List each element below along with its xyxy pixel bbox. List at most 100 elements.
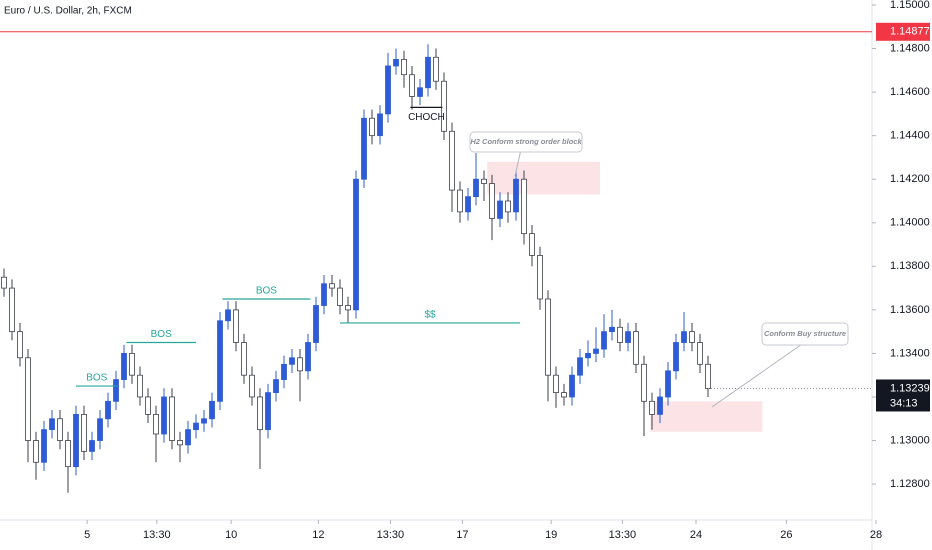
y-tick-label: 1.14400 (890, 130, 930, 142)
candle-body (561, 392, 567, 398)
candle-body (193, 422, 199, 431)
candle-body (369, 117, 375, 137)
order-block-zone (487, 161, 600, 195)
candle-body (689, 331, 695, 343)
candle-body (97, 418, 103, 441)
candle-body (73, 413, 79, 468)
callout-box (761, 322, 849, 346)
x-tick-label: 17 (456, 529, 468, 541)
candle-body (201, 418, 207, 424)
structure-label: BOS (256, 286, 277, 297)
x-tick-label: 13:30 (143, 529, 171, 541)
candle-body (177, 440, 183, 446)
candle-body (57, 418, 63, 441)
candle-body (473, 178, 479, 198)
candle-body (41, 429, 47, 463)
x-tick-label: 13:30 (609, 529, 637, 541)
candle-body (641, 363, 647, 402)
candle-body (497, 200, 503, 219)
callout-pointer (514, 151, 521, 177)
x-tick-label: 19 (545, 529, 557, 541)
last-price-tag (876, 379, 930, 412)
candle-body (17, 331, 23, 359)
candle-body (665, 370, 671, 398)
candle-body (209, 400, 215, 420)
candle-body (401, 59, 407, 76)
candle-body (513, 178, 519, 213)
candle-body (113, 379, 119, 402)
y-tick-label: 1.13600 (890, 304, 930, 316)
candle-body (257, 396, 263, 431)
candle-body (65, 440, 71, 468)
candle-body (217, 320, 223, 402)
y-tick-label: 1.13800 (890, 260, 930, 272)
candle-body (553, 374, 559, 394)
candle-body (697, 342, 703, 365)
y-tick-label: 1.14200 (890, 173, 930, 185)
candle-body (353, 178, 359, 311)
candle-body (649, 400, 655, 415)
candle-body (625, 331, 631, 343)
candle-body (89, 440, 95, 452)
candle-body (297, 357, 303, 372)
candle-body (609, 326, 615, 333)
candle-body (265, 392, 271, 431)
callout-pointer (711, 344, 801, 408)
candle-body (121, 353, 127, 380)
x-tick-label: 5 (84, 529, 90, 541)
candle-body (49, 418, 55, 431)
y-tick-label: 1.14800 (890, 42, 930, 54)
candle-body (321, 283, 327, 306)
candle-body (577, 357, 583, 376)
candle-body (425, 56, 431, 89)
order-block-zone (650, 401, 763, 432)
x-tick-label: 24 (690, 529, 702, 541)
candle-body (673, 342, 679, 372)
candle-body (161, 396, 167, 435)
structure-label: CHOCH (408, 112, 445, 123)
candle-body (529, 233, 535, 256)
candle-body (129, 353, 135, 376)
y-tick-label: 1.12800 (890, 478, 930, 490)
candle-body (233, 309, 239, 343)
last-price-label: 1.13239 (890, 382, 930, 394)
candle-body (393, 59, 399, 67)
candle-body (377, 113, 383, 137)
candle-body (25, 357, 31, 441)
callout-text: H2 Conform strong order block (470, 137, 582, 146)
candle-body (1, 276, 7, 289)
chart-title: Euro / U.S. Dollar, 2h, FXCM (4, 6, 132, 17)
x-tick-label: 13:30 (377, 529, 405, 541)
candle-body (585, 353, 591, 359)
candle-body (329, 283, 335, 289)
structure-label: $$ (424, 310, 436, 321)
candle-body (705, 363, 711, 389)
candle-body (9, 287, 15, 333)
candle-body (273, 379, 279, 394)
candle-body (305, 342, 311, 372)
y-tick-label: 1.14000 (890, 217, 930, 229)
candle-body (137, 374, 143, 398)
callout-text: Conform Buy structure (764, 329, 846, 338)
x-tick-label: 28 (870, 529, 882, 541)
candle-body (289, 357, 295, 365)
candle-body (417, 87, 423, 97)
candle-body (337, 287, 343, 306)
candle-body (409, 74, 415, 97)
alert-tag (876, 22, 930, 41)
candle-body (537, 255, 543, 300)
candle-body (481, 178, 487, 184)
candle-body (345, 305, 351, 311)
candle-body (601, 331, 607, 350)
countdown-label: 34:13 (890, 397, 918, 409)
candle-body (617, 326, 623, 343)
candle-body (361, 117, 367, 180)
candle-body (657, 396, 663, 415)
candle-body (145, 396, 151, 415)
candle-body (249, 374, 255, 398)
candle-body (489, 183, 495, 219)
candle-body (449, 130, 455, 191)
structure-label: BOS (86, 373, 107, 384)
